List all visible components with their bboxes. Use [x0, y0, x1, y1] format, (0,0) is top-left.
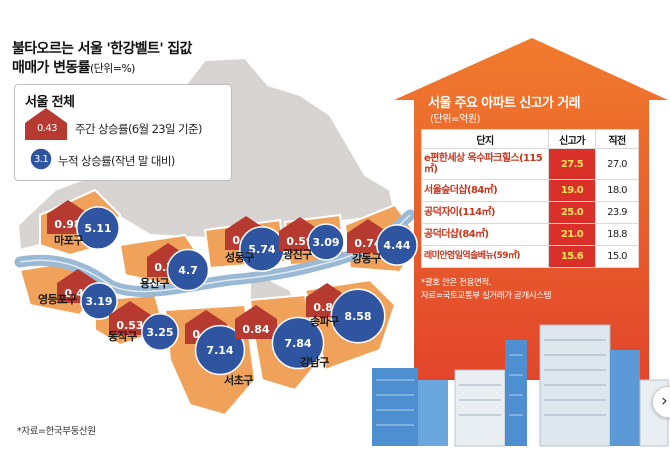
table-header-cell: 신고가 [548, 129, 596, 149]
cumulative-label: 7.14 [206, 344, 233, 357]
table-cell-new-high: 21.0 [548, 223, 596, 246]
district-label: 마포구 [54, 233, 83, 247]
cumulative-label: 3.19 [85, 295, 112, 308]
table-row: e편한세상 옥수파크힐스(115㎡) 27.5 27.0 [421, 148, 639, 180]
legend-swatches [25, 108, 67, 171]
cumulative-label: 5.74 [248, 243, 275, 256]
table-cell-new-high: 27.5 [548, 148, 596, 180]
cumulative-circle-용산구 [166, 248, 210, 292]
chevron-right-icon: › [661, 391, 668, 411]
table-source: 자료=국토교통부 실거래가 공개시스템 [421, 291, 552, 301]
title-line2-text: 매매가 변동률 [12, 60, 91, 76]
cumulative-circle-송파구 [330, 288, 386, 344]
legend-cumulative-label: 누적 상승률(작년 말 대비) [58, 154, 175, 168]
title-line1: 불타오르는 서울 '한강벨트' 집값 [12, 41, 192, 57]
buildings-graphic [372, 324, 669, 447]
cumulative-label: 5.11 [84, 222, 111, 235]
table-row: 래미안영일역솔베뉴(59㎡) 15.6 15.0 [421, 245, 639, 268]
cumulative-label: 4.44 [383, 239, 410, 252]
district-label: 성동구 [225, 250, 254, 264]
district-label: 영등포구 [38, 293, 77, 306]
table-cell-previous: 18.0 [595, 179, 639, 202]
table-title: 서울 주요 아파트 신고가 거래 [428, 96, 581, 111]
table-cell-name: 공덕자이(114㎡) [421, 201, 549, 224]
legend-cumulative-value: 3.1 [34, 154, 49, 165]
table-row: 공덕더샵(84㎡) 21.0 18.8 [421, 223, 639, 246]
cumulative-label: 3.09 [312, 236, 339, 249]
table-cell-previous: 15.0 [595, 245, 639, 268]
table-unit: (단위=억원) [430, 114, 481, 125]
district-label: 용산구 [140, 276, 169, 290]
weekly-label: 0.59 [286, 235, 313, 248]
table-header-cell: 직전 [595, 129, 639, 149]
table-cell-new-high: 19.0 [548, 179, 596, 202]
table-cell-name: 공덕더샵(84㎡) [421, 223, 549, 246]
cumulative-circle-광진구 [307, 223, 345, 261]
cumulative-label: 3.25 [146, 326, 173, 339]
table-note: *괄호 안은 전용면적. [421, 278, 492, 288]
table-row: 서울숲더샵(84㎡) 19.0 18.0 [421, 179, 639, 202]
table-cell-new-high: 15.6 [548, 245, 596, 268]
cumulative-circle-마포구 [76, 206, 120, 250]
legend-heading: 서울 전체 [25, 95, 75, 110]
table-cell-previous: 27.0 [595, 148, 639, 180]
table-cell-name: 서울숲더샵(84㎡) [421, 179, 549, 202]
district-label: 동작구 [108, 329, 137, 343]
table-row: 공덕자이(114㎡) 25.0 23.9 [421, 201, 639, 224]
apartment-table: 단지 신고가 직전 e편한세상 옥수파크힐스(115㎡) 27.5 27.0 서… [421, 129, 639, 268]
legend-weekly-value: 0.43 [37, 123, 57, 134]
district-label: 광진구 [283, 247, 312, 261]
weekly-label: 0.84 [242, 323, 269, 336]
weekly-label: 0.53 [116, 319, 143, 332]
legend-circle-icon [29, 147, 53, 171]
table-cell-name: e편한세상 옥수파크힐스(115㎡) [421, 148, 549, 180]
cumulative-circle-강동구 [376, 224, 418, 266]
district-label: 강동구 [352, 251, 381, 265]
title-line2: 매매가 변동률(단위=%) [12, 59, 192, 78]
legend: 서울 전체 0.43 주간 상승률(6월 23일 기준) 3.1 누적 상승률(… [14, 84, 232, 181]
district-label: 송파구 [310, 314, 339, 328]
district-label: 강남구 [300, 355, 329, 369]
cumulative-circle-동작구 [141, 313, 179, 351]
chart-title: 불타오르는 서울 '한강벨트' 집값 매매가 변동률(단위=%) [12, 40, 192, 78]
weekly-label: 0.74 [354, 237, 381, 250]
legend-house-icon [25, 108, 67, 140]
legend-weekly-label: 주간 상승률(6월 23일 기준) [75, 122, 203, 136]
table-cell-previous: 23.9 [595, 201, 639, 224]
district-label: 서초구 [224, 373, 253, 387]
title-unit: (단위=%) [89, 62, 136, 75]
cumulative-label: 8.58 [344, 310, 371, 323]
cumulative-label: 4.7 [178, 264, 198, 277]
cumulative-label: 7.84 [284, 337, 311, 350]
weekly-label: 0.98 [54, 218, 81, 231]
map-source: *자료=한국부동산원 [17, 426, 96, 437]
weekly-bar-강남구 [235, 305, 277, 339]
table-cell-previous: 18.8 [595, 223, 639, 246]
cumulative-circle-영등포구 [80, 282, 118, 320]
cumulative-circle-강남구 [271, 316, 325, 370]
weekly-bar-동작구 [109, 301, 151, 335]
table-cell-new-high: 25.0 [548, 201, 596, 224]
table-header-cell: 단지 [421, 129, 549, 149]
table-cell-name: 래미안영일역솔베뉴(59㎡) [421, 245, 549, 268]
table-header-row: 단지 신고가 직전 [421, 129, 639, 149]
cumulative-circle-서초구 [194, 324, 246, 376]
